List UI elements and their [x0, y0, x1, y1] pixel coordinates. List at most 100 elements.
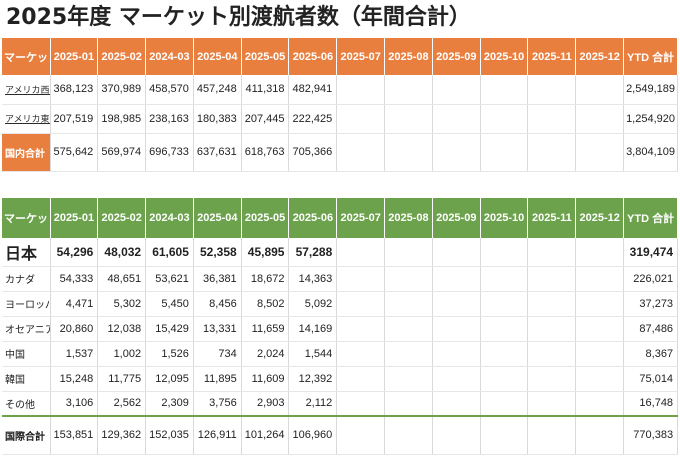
value-cell: 13,331 [193, 316, 242, 342]
value-cell [432, 415, 481, 455]
ytd-cell: 75,014 [623, 366, 679, 392]
ytd-cell: 8,367 [623, 341, 679, 367]
value-cell: 36,381 [193, 266, 242, 292]
value-cell [575, 75, 625, 105]
value-cell [432, 316, 481, 342]
value-cell [432, 341, 481, 367]
value-cell: 54,333 [50, 266, 99, 292]
value-cell: 8,456 [193, 291, 242, 317]
value-cell [480, 266, 529, 292]
row-label: 日本 [2, 238, 51, 267]
value-cell: 1,002 [97, 341, 147, 367]
value-cell [432, 266, 481, 292]
value-cell: 101,264 [241, 415, 290, 455]
value-cell [336, 104, 386, 134]
value-cell [384, 291, 433, 317]
value-cell: 15,248 [50, 366, 99, 392]
value-cell: 11,775 [97, 366, 147, 392]
value-cell: 20,860 [50, 316, 99, 342]
column-header: 2025-02 [97, 198, 147, 238]
ytd-cell: 319,474 [623, 238, 679, 267]
value-cell [575, 104, 625, 134]
column-header: 2025-11 [527, 38, 577, 75]
value-cell: 11,895 [193, 366, 242, 392]
value-cell: 1,544 [288, 341, 338, 367]
value-cell [432, 238, 481, 267]
column-header: 2025-12 [575, 38, 625, 75]
column-header: マーケット [2, 198, 51, 238]
row-label: 韓国 [2, 366, 51, 392]
value-cell [575, 341, 625, 367]
value-cell [575, 238, 625, 267]
column-header: 2025-04 [193, 198, 242, 238]
value-cell: 18,672 [241, 266, 290, 292]
row-label: カナダ [2, 266, 51, 292]
value-cell: 106,960 [288, 415, 338, 455]
value-cell [575, 391, 625, 417]
value-cell [432, 391, 481, 417]
value-cell [527, 104, 577, 134]
table-row: アメリカ西部368,123370,989458,570457,248411,31… [2, 75, 679, 105]
value-cell [384, 366, 433, 392]
value-cell [336, 366, 386, 392]
value-cell: 48,651 [97, 266, 147, 292]
column-header: 2025-10 [480, 38, 529, 75]
value-cell: 3,756 [193, 391, 242, 417]
ytd-cell: 37,273 [623, 291, 679, 317]
domestic-table: マーケット2025-012025-022024-032025-042025-05… [2, 38, 679, 172]
value-cell: 1,526 [145, 341, 194, 367]
column-header: 2025-12 [575, 198, 625, 238]
value-cell [432, 366, 481, 392]
table-row: その他 3,106 2,562 2,309 3,756 2,903 2,112 16,748 [2, 391, 679, 417]
ytd-cell: 87,486 [623, 316, 679, 342]
ytd-cell: 2,549,189 [623, 75, 679, 105]
value-cell: 5,092 [288, 291, 338, 317]
value-cell: 222,425 [288, 104, 338, 134]
value-cell [575, 291, 625, 317]
row-label: その他 [2, 391, 51, 417]
value-cell: 61,605 [145, 238, 194, 267]
table-row: 中国 1,537 1,002 1,526 734 2,024 1,544 8,367 [2, 341, 679, 367]
column-header: マーケット [2, 38, 51, 75]
value-cell [480, 415, 529, 455]
value-cell: 575,642 [50, 132, 99, 172]
value-cell: 45,895 [241, 238, 290, 267]
column-header: 2025-05 [241, 198, 290, 238]
table-row: オセアニア 20,860 12,038 15,429 13,331 11,659 14,16… [2, 316, 679, 342]
row-label: オセアニア [2, 316, 51, 342]
value-cell: 618,763 [241, 132, 290, 172]
value-cell [480, 366, 529, 392]
value-cell [527, 341, 577, 367]
value-cell [527, 266, 577, 292]
value-cell: 238,163 [145, 104, 194, 134]
column-header: 2025-07 [336, 38, 386, 75]
value-cell [432, 132, 481, 172]
value-cell: 54,296 [50, 238, 99, 267]
value-cell: 129,362 [97, 415, 147, 455]
value-cell [527, 132, 577, 172]
international-table: マーケット2025-012025-022024-032025-042025-05… [2, 198, 679, 455]
value-cell: 2,309 [145, 391, 194, 417]
value-cell [527, 366, 577, 392]
value-cell: 482,941 [288, 75, 338, 105]
value-cell: 52,358 [193, 238, 242, 267]
row-label: アメリカ西部 [2, 75, 51, 105]
value-cell: 2,112 [288, 391, 338, 417]
value-cell [575, 266, 625, 292]
value-cell: 12,038 [97, 316, 147, 342]
value-cell [480, 238, 529, 267]
value-cell: 705,366 [288, 132, 338, 172]
value-cell: 53,621 [145, 266, 194, 292]
value-cell: 457,248 [193, 75, 242, 105]
value-cell [480, 291, 529, 317]
value-cell: 2,562 [97, 391, 147, 417]
column-header: YTD 合計 [623, 38, 679, 75]
value-cell: 2,024 [241, 341, 290, 367]
value-cell: 14,363 [288, 266, 338, 292]
domestic-header-row: マーケット2025-012025-022024-032025-042025-05… [2, 38, 679, 75]
value-cell: 8,502 [241, 291, 290, 317]
table-row-japan: 日本 54,296 48,032 61,605 52,358 45,895 57,288 31… [2, 238, 679, 267]
value-cell [336, 266, 386, 292]
ytd-cell: 1,254,920 [623, 104, 679, 134]
column-header: 2025-04 [193, 38, 242, 75]
